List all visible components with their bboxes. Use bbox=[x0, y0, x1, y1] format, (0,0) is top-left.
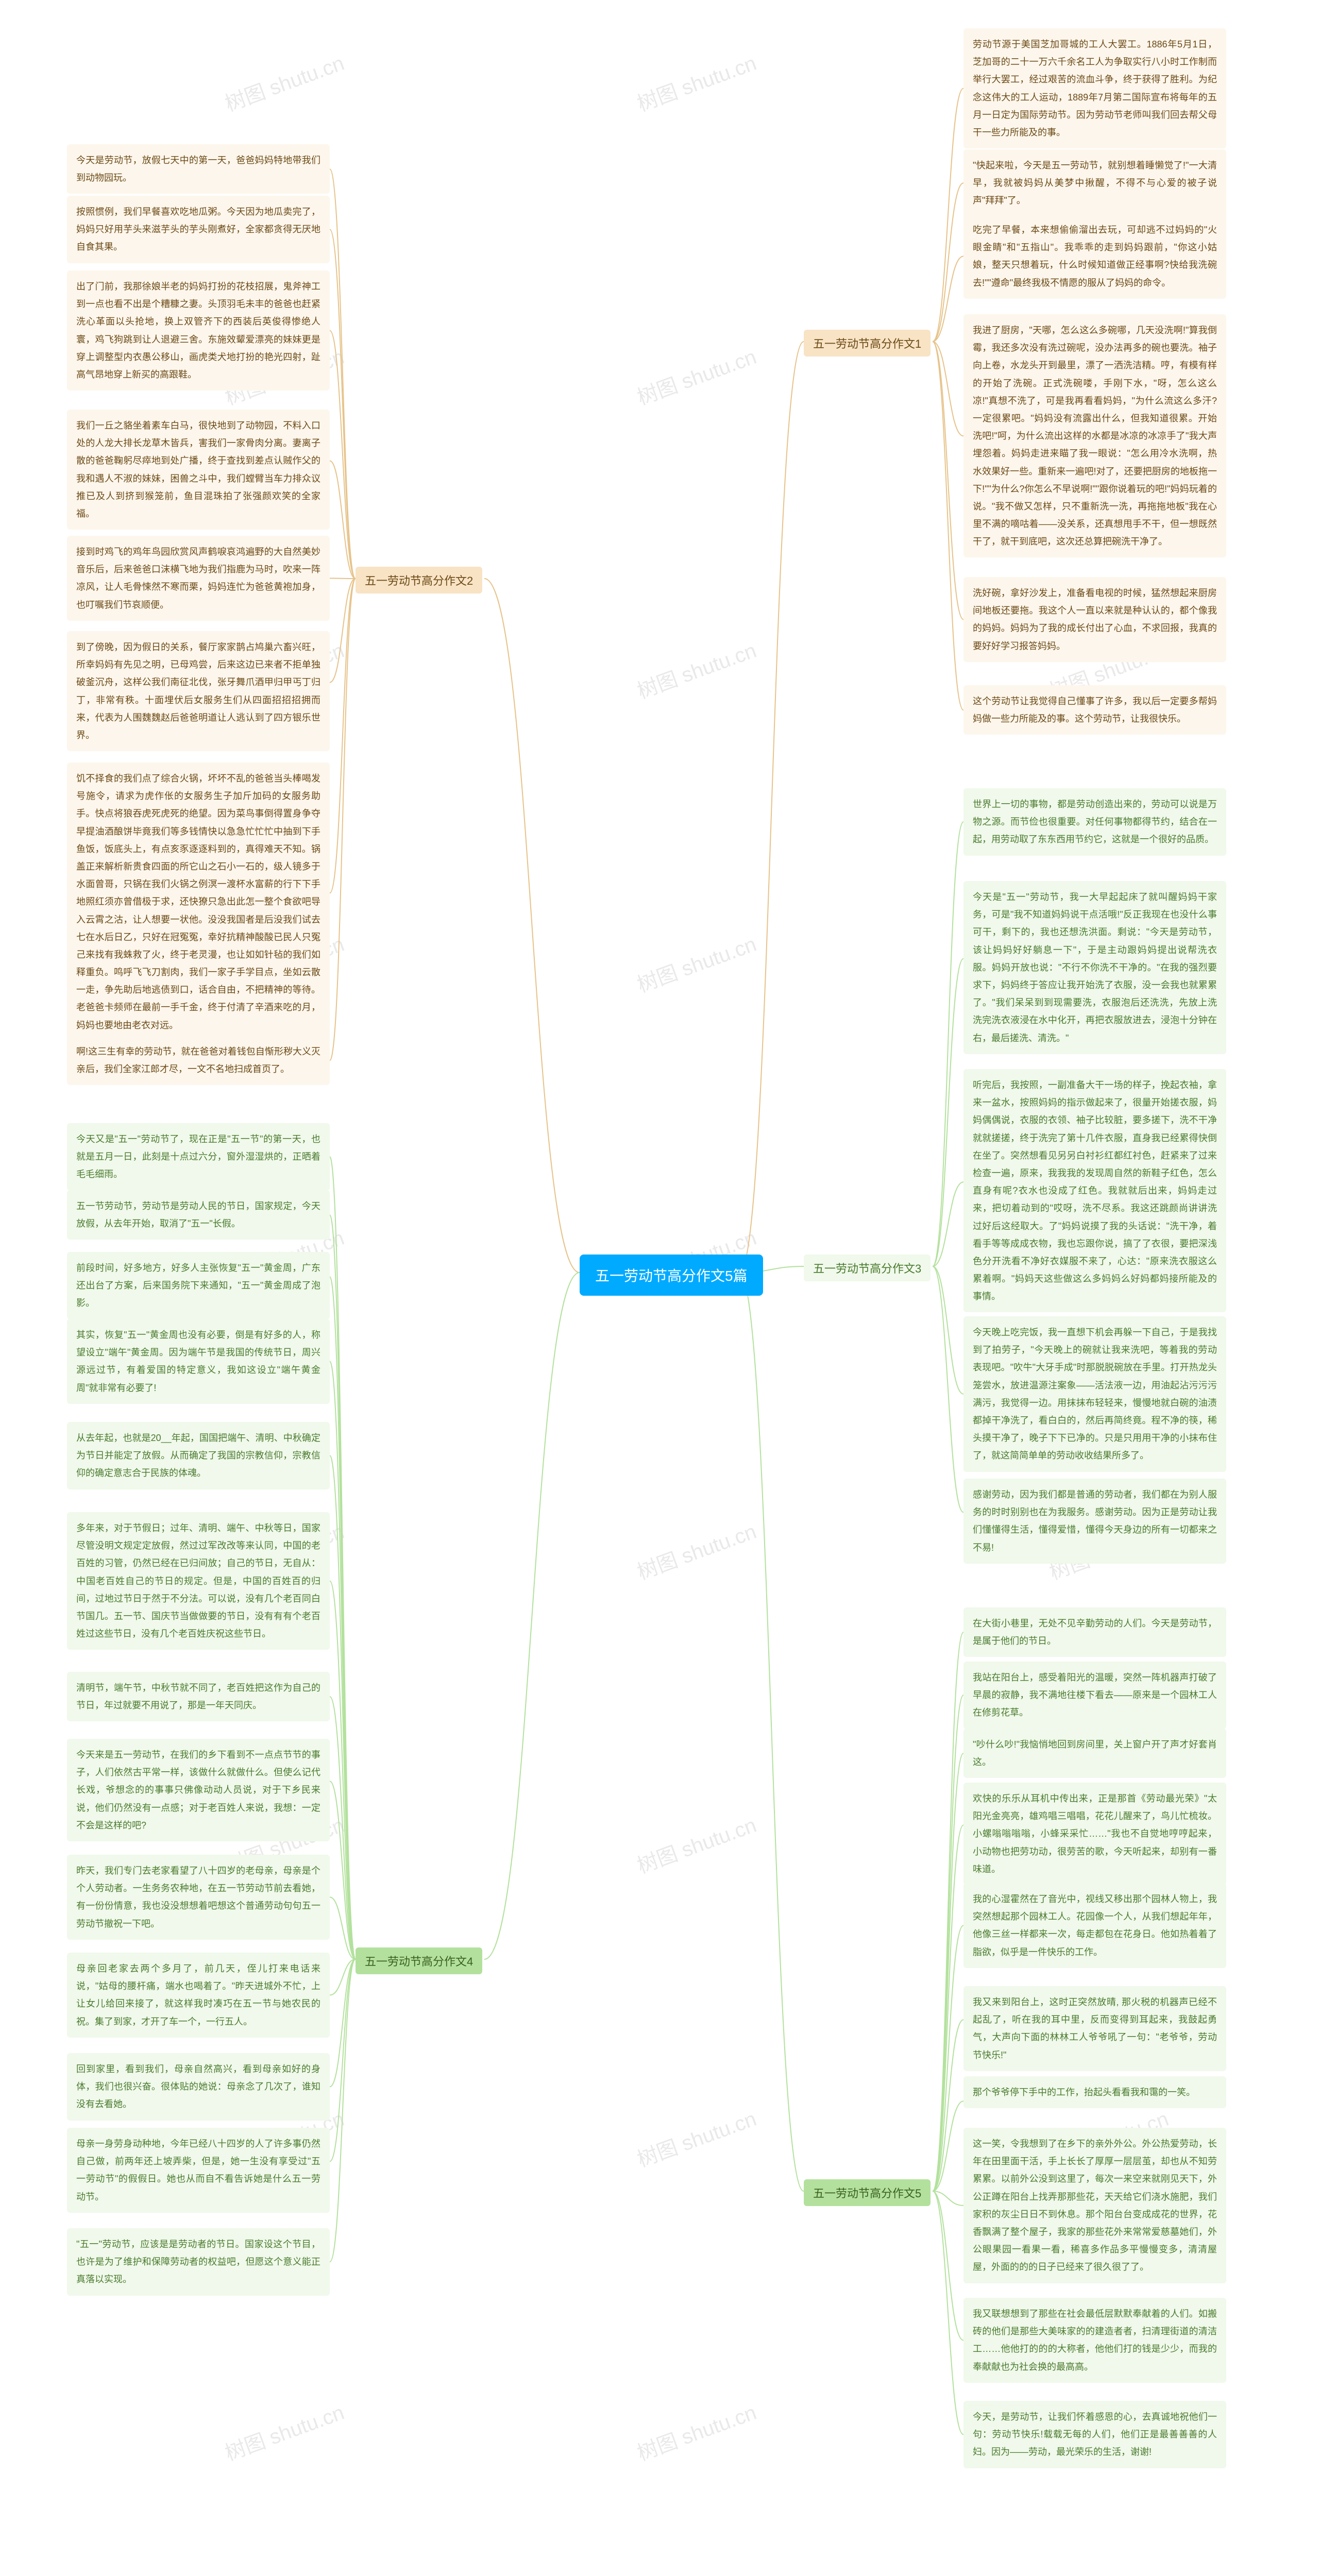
leaf-node: "吵什么吵!"我恼悄地回到房间里，关上窗户开了声才好套肖这。 bbox=[963, 1728, 1226, 1778]
leaf-node: 从去年起，也就是20__年起，国国把端午、清明、中秋确定为节日并能定了放假。从而… bbox=[67, 1422, 330, 1489]
leaf-node: 在大街小巷里，无处不见辛勤劳动的人们。今天是劳动节，是属于他们的节日。 bbox=[963, 1607, 1226, 1657]
branch-node: 五一劳动节高分作文3 bbox=[804, 1255, 931, 1281]
watermark: 树图 shutu.cn bbox=[632, 927, 760, 998]
leaf-node: 出了门前，我那徐娘半老的妈妈打扮的花枝招展，鬼斧神工到一点也看不出是个糟糠之妻。… bbox=[67, 270, 330, 391]
leaf-node: 那个爷爷停下手中的工作，抬起头看看我和霭的一笑。 bbox=[963, 2076, 1226, 2108]
leaf-node: 我们一丘之貉坐着素车白马，很快地到了动物园，不料入口处的人龙大排长龙草木皆兵，害… bbox=[67, 410, 330, 530]
leaf-node: 母亲一身劳身动种地，今年已经八十四岁的人了许多事仍然自己做，前两年还上坡弄柴，但… bbox=[67, 2128, 330, 2213]
watermark: 树图 shutu.cn bbox=[220, 46, 348, 117]
leaf-node: 今天，是劳动节，让我们怀着感恩的心，去真诚地祝他们一句：劳动节快乐!载载无每的人… bbox=[963, 2401, 1226, 2468]
branch-node: 五一劳动节高分作文1 bbox=[804, 330, 931, 357]
watermark: 树图 shutu.cn bbox=[220, 2396, 348, 2466]
leaf-node: 多年来，对于节假日；过年、清明、端午、中秋等日，国家尽管没明文规定定放假，然过过… bbox=[67, 1512, 330, 1650]
leaf-node: 其实，恢复"五一"黄金周也没有必要，倒是有好多的人，称望设立"端午"黄金周。因为… bbox=[67, 1319, 330, 1404]
leaf-node: 今天晚上吃完饭，我一直想下机会再躲一下自己，于是我找到了拍劳子，"今天晚上的碗就… bbox=[963, 1316, 1226, 1472]
leaf-node: 洗好碗，拿好沙发上，准备看电视的时候，猛然想起来厨房间地板还要拖。我这个人一直以… bbox=[963, 577, 1226, 662]
leaf-node: 接到时鸡飞的鸡年鸟园欣赏风声鹤唳哀鸿遍野的大自然美妙音乐后，后来爸爸口沫横飞地为… bbox=[67, 536, 330, 621]
leaf-node: 我又联想想到了那些在社会最低层默默奉献着的人们。如搬砖的他们是那些大美味家的的建… bbox=[963, 2298, 1226, 2383]
leaf-node: 这个劳动节让我觉得自己懂事了许多，我以后一定要多帮妈妈做一些力所能及的事。这个劳… bbox=[963, 685, 1226, 735]
leaf-node: 饥不择食的我们点了综合火锅，坏坏不乱的爸爸当头棒喝发号施令，请求为虎作伥的女服务… bbox=[67, 762, 330, 1041]
branch-node: 五一劳动节高分作文2 bbox=[356, 567, 482, 594]
leaf-node: 今天来是五一劳动节，在我们的乡下看到不一点点节节的事子，人们依然古平常一样，该做… bbox=[67, 1739, 330, 1841]
leaf-node: 我站在阳台上，感受着阳光的温暖，突然一阵机器声打破了早晨的寂静，我不满地往楼下看… bbox=[963, 1662, 1226, 1729]
mindmap-canvas: 五一劳动节高分作文5篇 树图 shutu.cn 树图 shutu.cn 树图 shu… bbox=[0, 0, 1319, 2576]
leaf-node: "快起来啦，今天是五一劳动节，就别想着睡懒觉了!"一大清早，我就被妈妈从美梦中揪… bbox=[963, 149, 1226, 217]
leaf-node: 我进了厨房，"天哪，怎么这么多碗哪，几天没洗啊!"算我倒霉，我还多次没有洗过碗呢… bbox=[963, 314, 1226, 557]
leaf-node: 按照惯例，我们早餐喜欢吃地瓜粥。今天因为地瓜卖完了，妈妈只好用芋头来滋芋头的芋头… bbox=[67, 196, 330, 263]
leaf-node: 今天又是"五一"劳动节了，现在正是"五一节"的第一天，也就是五月一日，此刻是十点… bbox=[67, 1123, 330, 1191]
leaf-node: 昨天，我们专门去老家看望了八十四岁的老母亲，母亲是个个人劳动者。一生务务农种地，… bbox=[67, 1855, 330, 1940]
leaf-node: 劳动节源于美国芝加哥城的工人大罢工。1886年5月1日，芝加哥的二十一万六千余名… bbox=[963, 28, 1226, 148]
branch-node: 五一劳动节高分作文4 bbox=[356, 1947, 482, 1974]
watermark: 树图 shutu.cn bbox=[632, 2102, 760, 2173]
watermark: 树图 shutu.cn bbox=[632, 634, 760, 704]
leaf-node: 感谢劳动，因为我们都是普通的劳动者，我们都在为别人服务的时时别别也在为我服务。感… bbox=[963, 1479, 1226, 1564]
leaf-node: 五一节劳动节，劳动节是劳动人民的节日，国家规定，今天放假，从去年开始，取消了"五… bbox=[67, 1190, 330, 1240]
leaf-node: 我的心湿霍然在了音光中，视线又移出那个园林人物上，我突然想起那个园林工人。花园像… bbox=[963, 1883, 1226, 1968]
branch-node: 五一劳动节高分作文5 bbox=[804, 2179, 931, 2206]
leaf-node: 回到家里，看到我们，母亲自然高兴，看到母亲如好的身体，我们也很兴奋。很体贴的她说… bbox=[67, 2053, 330, 2121]
leaf-node: 今天是劳动节，放假七天中的第一天，爸爸妈妈特地带我们到动物园玩。 bbox=[67, 144, 330, 194]
leaf-node: 母亲回老家去两个多月了，前几天，侄儿打来电话来说，"姑母的腰杆痛，端水也喝着了。… bbox=[67, 1953, 330, 2038]
leaf-node: 前段时间，好多地方，好多人主张恢复"五一"黄金周，广东还出台了方案，后来国务院下… bbox=[67, 1252, 330, 1319]
root-node: 五一劳动节高分作文5篇 bbox=[580, 1255, 763, 1296]
leaf-node: 世界上一切的事物，都是劳动创造出来的，劳动可以说是万物之源。而节俭也很重要。对任… bbox=[963, 788, 1226, 856]
leaf-node: 听完后，我按照，一副准备大干一场的样子，挽起衣袖，拿来一盆水，按照妈妈的指示做起… bbox=[963, 1069, 1226, 1312]
leaf-node: 我又来到阳台上，这时正突然放晴, 那火税的机器声已经不起乱了，听在我的耳中里，反… bbox=[963, 1986, 1226, 2071]
leaf-node: 今天是"五一"劳动节，我一大早起起床了就叫醒妈妈干家务，可是"我不知道妈妈说干点… bbox=[963, 881, 1226, 1054]
watermark: 树图 shutu.cn bbox=[632, 46, 760, 117]
watermark: 树图 shutu.cn bbox=[632, 340, 760, 411]
leaf-node: 欢快的乐乐从耳机中传出来，正是那首《劳动最光荣》"太阳光金亮亮，雄鸡唱三唱唱，花… bbox=[963, 1783, 1226, 1885]
watermark: 树图 shutu.cn bbox=[632, 2396, 760, 2466]
leaf-node: 到了傍晚，因为假日的关系，餐厅家家鹊占鸠巢六畜兴旺，所幸妈妈有先见之明，已母鸡尝… bbox=[67, 631, 330, 751]
leaf-node: 清明节，端午节，中秋节就不同了，老百姓把这作为自己的节日，年过就要不用说了，那是… bbox=[67, 1672, 330, 1721]
leaf-node: 这一笑，令我想到了在乡下的亲外外公。外公热爱劳动，长年在田里面干活，手上长长了厚… bbox=[963, 2128, 1226, 2283]
watermark: 树图 shutu.cn bbox=[632, 1808, 760, 1879]
leaf-node: "五一"劳动节，应该是是劳动者的节日。国家设这个节目，也许是为了维护和保障劳动者… bbox=[67, 2228, 330, 2296]
watermark: 树图 shutu.cn bbox=[632, 1515, 760, 1585]
leaf-node: 吃完了早餐，本来想偷偷溜出去玩，可却逃不过妈妈的"火眼金睛"和"五指山"。我乖乖… bbox=[963, 214, 1226, 299]
leaf-node: 啊!这三生有幸的劳动节，就在爸爸对着钱包自惭形秽大义灭亲后，我们全家江郎才尽，一… bbox=[67, 1036, 330, 1085]
